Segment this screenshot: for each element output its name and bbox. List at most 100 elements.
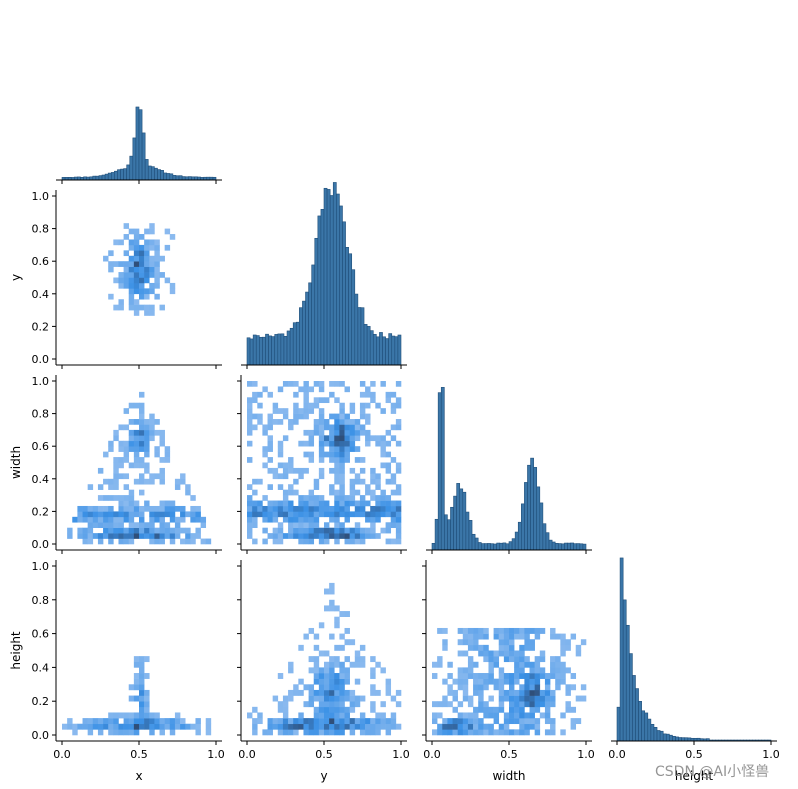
heat-cell-height-y-27-2 (385, 718, 392, 725)
heat-cell-width-y-0-1 (247, 533, 253, 539)
heat-cell-height-x-16-4 (144, 706, 150, 713)
heat-cell-height-width-18-7 (524, 689, 530, 696)
heat-cell-height-width-8-8 (473, 684, 479, 691)
heat-cell-height-y-14-8 (318, 684, 325, 691)
heat-cell-y-x-13-14 (128, 277, 135, 284)
heat-cell-height-width-6-16 (462, 639, 469, 646)
heat-cell-height-y-24-0 (370, 729, 376, 736)
heat-cell-height-width-7-16 (467, 639, 474, 646)
heat-cell-width-x-9-18 (108, 440, 114, 447)
heat-cell-width-x-8-16 (103, 451, 109, 458)
heat-cell-height-width-15-2 (509, 718, 515, 725)
x-tick-label: 0.0 (423, 748, 441, 761)
heat-cell-width-y-2-25 (257, 402, 263, 409)
heat-cell-height-width-12-4 (493, 706, 500, 713)
marginal-bar-width-37 (545, 532, 550, 551)
heat-cell-height-width-14-7 (503, 689, 510, 696)
heat-cell-width-y-17-13 (334, 467, 340, 474)
heat-cell-height-width-25-11 (560, 667, 566, 674)
marginal-bar-x-23 (132, 137, 137, 181)
heat-cell-width-y-11-18 (303, 440, 309, 447)
heat-cell-height-y-18-5 (339, 701, 345, 708)
heat-cell-width-y-29-22 (395, 419, 402, 425)
heat-cell-width-y-1-29 (252, 381, 258, 387)
heat-cell-height-width-0-0 (432, 729, 438, 736)
heat-cell-width-y-3-28 (262, 386, 268, 393)
heat-cell-height-y-19-9 (344, 678, 350, 685)
heat-cell-height-x-16-5 (144, 701, 150, 708)
heat-cell-height-y-17-19 (334, 622, 340, 629)
heat-cell-height-y-13-4 (313, 706, 320, 713)
heat-cell-width-y-11-28 (303, 386, 309, 393)
marginal-bar-height-9 (644, 712, 649, 742)
heat-cell-height-y-16-13 (329, 656, 335, 663)
heat-cell-height-x-22-2 (174, 718, 181, 725)
heat-cell-height-x-28-1 (205, 723, 212, 730)
heat-cell-width-x-17-2 (149, 527, 155, 534)
heat-cell-height-width-20-7 (534, 689, 541, 696)
marginal-bar-x-17 (114, 170, 118, 181)
heat-cell-height-width-8-7 (473, 689, 479, 696)
heat-cell-height-width-21-5 (539, 701, 546, 708)
heat-cell-width-y-17-7 (334, 500, 340, 507)
heat-cell-width-y-18-24 (339, 408, 345, 414)
heat-cell-width-y-27-26 (385, 397, 392, 404)
heat-cell-width-x-7-4 (97, 516, 104, 523)
heat-cell-height-width-19-18 (529, 627, 535, 634)
heat-cell-height-width-6-18 (462, 627, 469, 634)
marginal-bar-height-19 (675, 736, 679, 742)
heat-cell-y-x-10-17 (113, 261, 119, 267)
heat-cell-height-y-6-5 (277, 701, 284, 708)
heat-cell-height-y-2-2 (257, 718, 263, 725)
marginal-bar-width-14 (474, 537, 479, 551)
heat-cell-width-y-5-1 (272, 533, 279, 539)
heat-cell-height-y-21-1 (354, 723, 361, 730)
heat-cell-height-width-18-0 (524, 729, 530, 736)
heat-cell-width-y-19-22 (344, 419, 350, 425)
heat-cell-width-y-9-27 (293, 391, 299, 398)
heat-cell-height-y-18-12 (339, 661, 345, 668)
heat-cell-height-width-1-18 (437, 627, 443, 634)
heat-cell-height-width-5-9 (457, 678, 464, 685)
heat-cell-width-y-22-24 (359, 408, 366, 414)
heat-cell-width-y-29-6 (395, 505, 402, 512)
heat-cell-width-y-20-2 (349, 527, 356, 534)
heat-cell-height-y-24-8 (370, 684, 376, 691)
heat-cell-height-y-4-1 (267, 723, 273, 730)
heat-cell-y-x-20-14 (164, 277, 171, 284)
heat-cell-height-width-19-7 (529, 689, 535, 696)
heat-cell-width-y-0-10 (247, 484, 253, 490)
heat-cell-width-y-7-5 (282, 511, 289, 518)
heat-cell-height-width-10-1 (483, 723, 489, 730)
heat-cell-width-x-17-21 (149, 424, 155, 431)
heat-cell-width-x-7-3 (97, 522, 104, 528)
heat-cell-height-x-15-7 (139, 689, 145, 696)
heat-cell-height-y-17-5 (334, 701, 340, 708)
heat-cell-height-width-7-6 (467, 695, 474, 702)
heat-cell-height-width-21-3 (539, 712, 546, 719)
heat-cell-height-width-6-3 (462, 712, 469, 719)
heat-cell-height-width-3-7 (447, 689, 453, 696)
marginal-bar-y-21 (311, 264, 316, 366)
heat-cell-width-y-15-6 (324, 505, 330, 512)
marginal-bar-x-26 (141, 132, 146, 181)
heat-cell-height-y-28-6 (390, 695, 397, 702)
marginal-bar-height-7 (638, 701, 642, 742)
heat-cell-height-width-4-0 (452, 729, 458, 736)
heat-cell-height-x-11-0 (118, 729, 124, 736)
heat-cell-height-width-21-18 (539, 627, 546, 634)
heat-cell-width-x-14-6 (133, 505, 140, 512)
heat-cell-height-width-17-17 (519, 633, 525, 640)
heat-cell-height-width-16-12 (514, 661, 520, 668)
heat-cell-width-y-16-10 (329, 484, 335, 490)
heat-cell-y-x-18-15 (154, 272, 160, 278)
heat-cell-width-y-10-0 (298, 538, 304, 545)
heat-cell-y-x-16-18 (144, 255, 150, 262)
heat-cell-y-x-13-21 (128, 239, 135, 246)
heat-cell-width-y-17-26 (334, 397, 340, 404)
heat-cell-y-x-17-20 (149, 244, 155, 251)
heat-cell-width-x-14-22 (133, 419, 140, 425)
heat-cell-height-width-7-18 (467, 627, 474, 634)
heat-cell-height-y-29-5 (395, 701, 402, 708)
heat-cell-height-width-9-0 (478, 729, 484, 736)
